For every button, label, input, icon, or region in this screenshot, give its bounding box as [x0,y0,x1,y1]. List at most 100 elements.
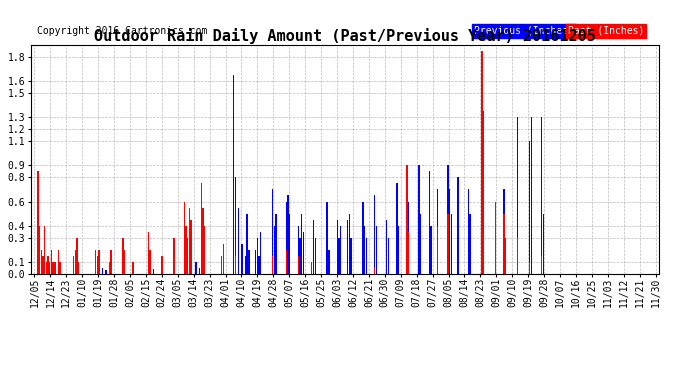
Bar [260,232,262,274]
Bar [51,250,52,274]
Bar [187,238,188,274]
Bar [37,171,39,274]
Bar [110,250,112,274]
Bar [374,195,375,274]
Bar [199,268,200,274]
Bar [482,238,483,274]
Bar [348,213,350,274]
Bar [52,262,54,274]
Text: Past (Inches): Past (Inches) [568,26,644,36]
Bar [59,262,61,274]
Bar [386,220,387,274]
Bar [437,189,438,274]
Bar [517,117,518,274]
Bar [97,256,98,274]
Bar [148,232,149,274]
Bar [299,238,301,274]
Bar [406,165,408,274]
Bar [42,256,43,274]
Bar [57,250,59,274]
Bar [408,201,409,274]
Bar [303,232,304,274]
Bar [77,238,78,274]
Bar [541,256,542,274]
Bar [39,226,40,274]
Bar [364,226,365,274]
Bar [542,213,544,274]
Bar [185,226,186,274]
Bar [328,250,330,274]
Bar [95,250,97,274]
Bar [374,268,375,274]
Bar [398,226,400,274]
Bar [246,213,248,274]
Bar [41,250,42,274]
Bar [431,226,432,274]
Bar [122,238,124,274]
Bar [338,238,339,274]
Bar [286,201,287,274]
Bar [529,262,531,274]
Bar [340,226,342,274]
Bar [297,226,299,274]
Text: Copyright 2016 Cartronics.com: Copyright 2016 Cartronics.com [37,26,208,36]
Bar [42,268,43,274]
Bar [238,207,239,274]
Bar [505,238,506,274]
Bar [351,238,352,274]
Bar [337,220,338,274]
Bar [48,256,49,274]
Bar [49,262,50,274]
Bar [233,75,234,274]
Bar [272,189,273,274]
Bar [406,177,408,274]
Bar [150,250,151,274]
Bar [78,262,79,274]
Bar [195,262,197,274]
Bar [388,238,389,274]
Bar [184,201,185,274]
Bar [437,226,438,274]
Bar [301,213,302,274]
Bar [468,189,469,274]
Bar [529,141,531,274]
Bar [408,232,409,274]
Bar [44,226,46,274]
Bar [201,183,202,274]
Bar [289,213,290,274]
Bar [173,238,175,274]
Bar [108,262,110,274]
Bar [75,250,76,274]
Bar [255,250,257,274]
Bar [447,165,448,274]
Bar [275,213,277,274]
Bar [102,268,103,274]
Bar [73,256,75,274]
Bar [366,238,367,274]
Title: Outdoor Rain Daily Amount (Past/Previous Year) 20161205: Outdoor Rain Daily Amount (Past/Previous… [94,28,596,44]
Bar [286,250,287,274]
Bar [235,177,236,274]
Bar [517,238,518,274]
Bar [287,195,288,274]
Bar [451,213,452,274]
Bar [311,262,313,274]
Bar [257,238,258,274]
Bar [396,183,397,274]
Bar [420,213,422,274]
Bar [235,256,236,274]
Bar [469,213,471,274]
Bar [418,165,420,274]
Bar [482,51,483,274]
Bar [428,171,430,274]
Bar [274,226,275,274]
Bar [272,256,273,274]
Bar [483,111,484,274]
Bar [504,189,505,274]
Bar [99,250,100,274]
Bar [495,201,496,274]
Bar [457,177,459,274]
Bar [362,201,364,274]
Bar [204,226,206,274]
Bar [347,220,348,274]
